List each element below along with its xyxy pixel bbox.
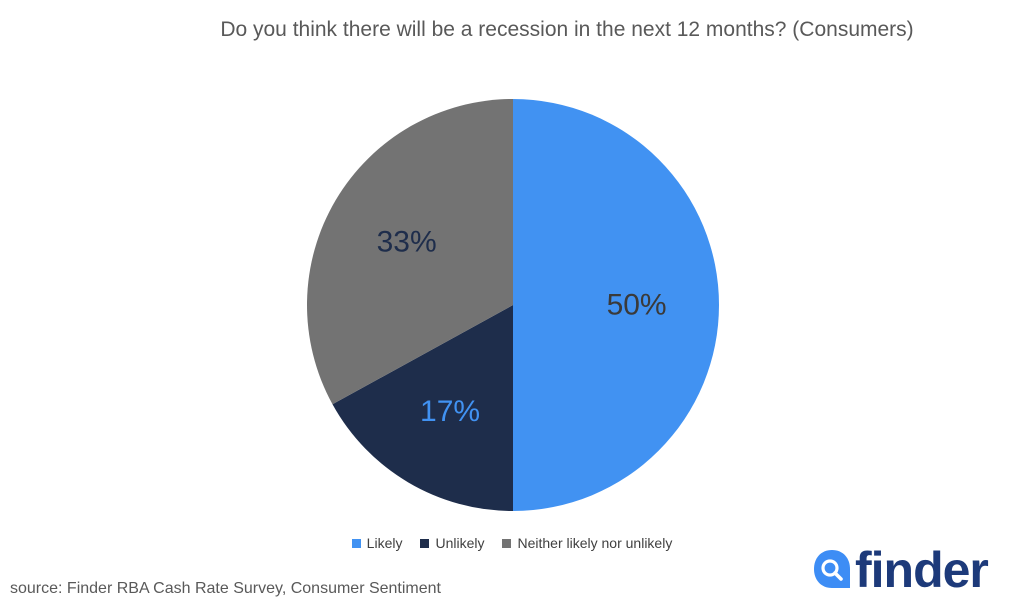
pie-slice-neither [307,99,513,405]
legend-swatch-likely [351,538,361,548]
legend-swatch-neither [502,538,512,548]
chart-legend: Likely Unlikely Neither likely nor unlik… [0,535,1024,551]
pie-label-likely: 50% [607,289,667,322]
finder-logo: finder [812,542,989,598]
legend-swatch-unlikely [420,538,430,548]
legend-item-likely: Likely [351,535,403,551]
pie-label-neither: 33% [377,226,437,259]
legend-label-likely: Likely [366,535,403,551]
pie-slice-unlikely [332,305,513,511]
legend-item-neither: Neither likely nor unlikely [502,535,672,551]
legend-label-neither: Neither likely nor unlikely [517,535,673,551]
chart-title: Do you think there will be a recession i… [220,18,914,41]
pie-label-unlikely: 17% [420,395,480,428]
pie-slice-likely [513,99,719,511]
search-icon [814,550,850,588]
legend-label-unlikely: Unlikely [435,535,485,551]
legend-item-unlikely: Unlikely [420,535,484,551]
source-note: source: Finder RBA Cash Rate Survey, Con… [10,580,441,597]
logo-wordmark: finder [855,542,989,598]
